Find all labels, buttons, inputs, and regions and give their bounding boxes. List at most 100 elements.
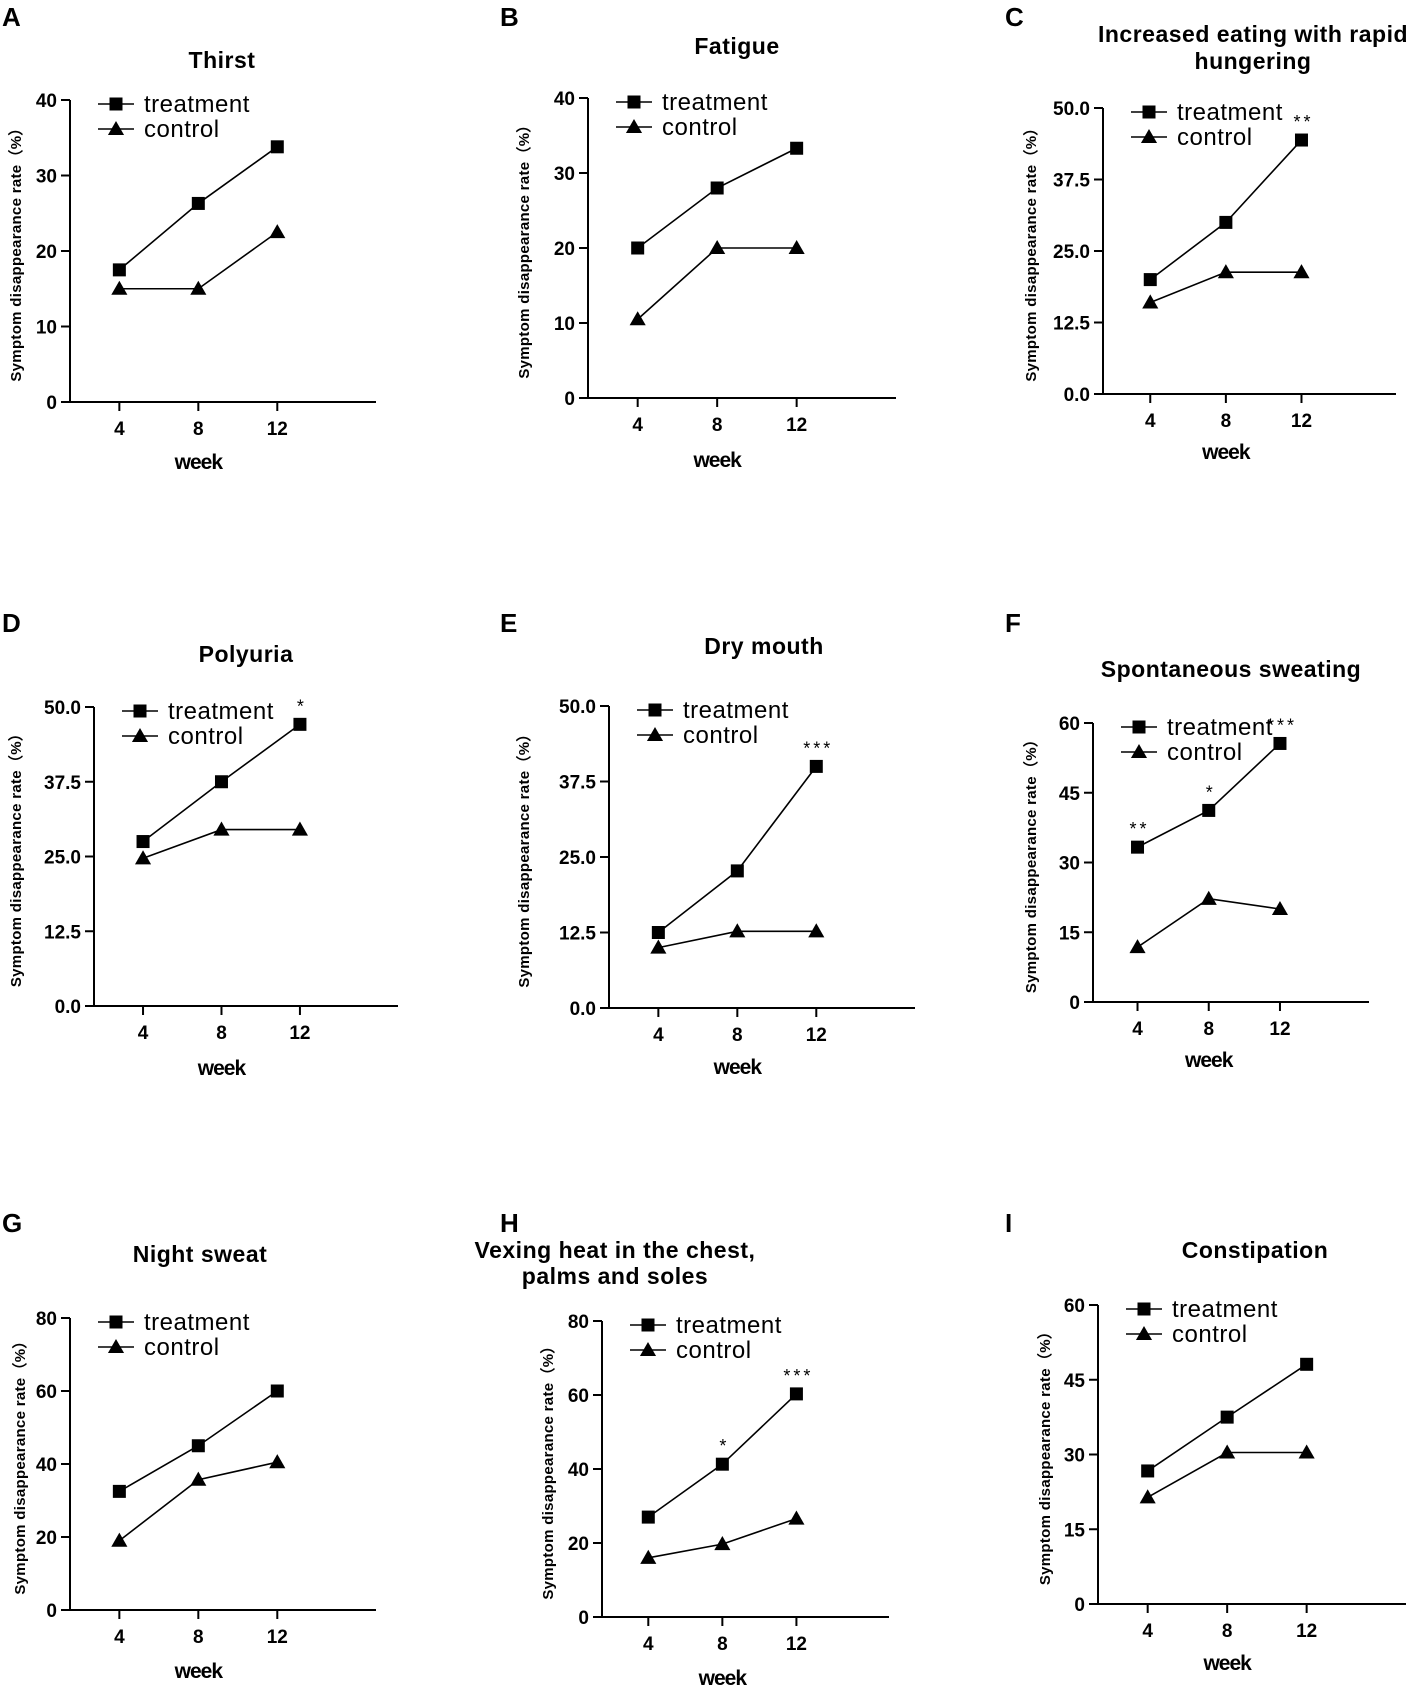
y-tick-label: 40 bbox=[568, 1460, 589, 1481]
chart-title: Thirst bbox=[189, 47, 256, 73]
treatment-line bbox=[1149, 139, 1303, 281]
treatment-point bbox=[641, 1510, 655, 1524]
y-tick-label: 0.0 bbox=[1064, 385, 1090, 406]
legend-control-marker bbox=[639, 1341, 657, 1357]
chart-title: Polyuria bbox=[199, 641, 294, 667]
treatment-point bbox=[809, 759, 823, 773]
x-tick-label: 8 bbox=[193, 419, 204, 440]
y-tick-label: 20 bbox=[36, 242, 57, 263]
legend-treatment-label: treatment bbox=[683, 697, 789, 724]
control-point bbox=[1219, 1444, 1236, 1459]
control-point bbox=[1200, 890, 1217, 905]
x-tick-label: 8 bbox=[717, 1634, 728, 1655]
control-line bbox=[637, 247, 797, 320]
control-point bbox=[640, 1549, 657, 1564]
legend-treatment-marker bbox=[627, 95, 641, 109]
legend-treatment-marker bbox=[133, 704, 147, 718]
y-tick-label: 20 bbox=[568, 1534, 589, 1555]
treatment-point bbox=[270, 140, 284, 154]
x-tick-label: 4 bbox=[114, 1627, 125, 1648]
control-point bbox=[788, 239, 805, 255]
legend-treatment-label: treatment bbox=[676, 1312, 782, 1339]
x-tick-label: 4 bbox=[1145, 411, 1156, 432]
y-tick-label: 30 bbox=[36, 167, 57, 188]
control-point bbox=[269, 224, 286, 239]
treatment-line bbox=[637, 147, 798, 249]
panel-letter: B bbox=[500, 2, 519, 32]
significance-mark: ** bbox=[1293, 112, 1313, 132]
y-tick-label: 15 bbox=[1059, 923, 1081, 944]
chart-title: Night sweat bbox=[133, 1241, 268, 1267]
control-point bbox=[709, 239, 726, 255]
y-axis-label: Symptom disappearance rate（%） bbox=[11, 1333, 29, 1594]
panel-letter: H bbox=[500, 1208, 519, 1238]
panel-a: A Thirst 0 10 20 30 40 4 8 12 week Symptom disappea… bbox=[2, 2, 376, 474]
significance-mark: * bbox=[1206, 782, 1216, 802]
x-axis-label: week bbox=[692, 449, 742, 472]
y-tick-label: 45 bbox=[1064, 1371, 1086, 1392]
x-tick-label: 8 bbox=[193, 1627, 204, 1648]
x-tick-label: 4 bbox=[1142, 1621, 1153, 1642]
control-point bbox=[788, 1510, 805, 1525]
chart-title: Dry mouth bbox=[704, 633, 824, 659]
panel-i: I Constipation 0 15 30 45 60 4 8 12 week Symptom di… bbox=[1005, 1208, 1406, 1675]
y-tick-label: 40 bbox=[36, 1455, 57, 1476]
x-tick-label: 8 bbox=[1221, 411, 1232, 432]
x-axis-label: week bbox=[1184, 1049, 1234, 1072]
significance-mark: ** bbox=[1130, 819, 1150, 839]
y-tick-label: 50.0 bbox=[44, 698, 81, 719]
legend-control-label: control bbox=[1167, 739, 1243, 766]
treatment-point bbox=[1294, 133, 1308, 147]
significance-mark: *** bbox=[783, 1366, 813, 1386]
legend-control-label: control bbox=[144, 1334, 220, 1361]
legend-control-label: control bbox=[662, 114, 738, 141]
panel-g: G Night sweat 0 20 40 60 80 4 8 12 week Symptom dis… bbox=[2, 1208, 376, 1683]
treatment-point bbox=[730, 864, 744, 878]
y-tick-label: 25.0 bbox=[559, 848, 596, 869]
legend-control-label: control bbox=[1177, 124, 1253, 151]
y-tick-label: 15 bbox=[1064, 1520, 1086, 1541]
y-tick-label: 50.0 bbox=[1053, 99, 1090, 120]
x-tick-label: 4 bbox=[114, 419, 125, 440]
x-tick-label: 12 bbox=[267, 419, 288, 440]
control-point bbox=[111, 1532, 128, 1547]
y-tick-label: 12.5 bbox=[559, 924, 596, 945]
y-tick-label: 40 bbox=[554, 89, 575, 110]
treatment-point bbox=[1273, 736, 1287, 750]
legend-control-marker bbox=[646, 726, 664, 742]
chart-title: Fatigue bbox=[694, 33, 779, 59]
y-tick-label: 10 bbox=[36, 318, 57, 339]
legend-treatment-marker bbox=[641, 1318, 655, 1332]
y-tick-label: 0 bbox=[564, 389, 575, 410]
x-tick-label: 4 bbox=[138, 1023, 149, 1044]
legend-control-label: control bbox=[144, 116, 220, 143]
y-tick-label: 50.0 bbox=[559, 697, 596, 718]
y-axis-label: Symptom disappearance rate（%） bbox=[1036, 1324, 1054, 1585]
x-tick-label: 12 bbox=[1269, 1019, 1290, 1040]
x-tick-label: 4 bbox=[1132, 1019, 1143, 1040]
legend-control-marker bbox=[107, 1338, 125, 1354]
panel-letter: D bbox=[2, 608, 21, 638]
y-axis-label: Symptom disappearance rate（%） bbox=[539, 1338, 557, 1599]
chart-title: Vexing heat in the chest, bbox=[475, 1237, 756, 1263]
y-axis-label: Symptom disappearance rate（%） bbox=[515, 117, 533, 378]
control-point bbox=[729, 923, 746, 938]
treatment-point bbox=[1143, 273, 1157, 287]
panel-letter: I bbox=[1005, 1208, 1012, 1238]
panel-letter: F bbox=[1005, 608, 1021, 638]
y-tick-label: 60 bbox=[568, 1386, 589, 1407]
control-line bbox=[1147, 1451, 1307, 1499]
legend-treatment-label: treatment bbox=[662, 89, 768, 116]
legend-treatment-label: treatment bbox=[1172, 1296, 1278, 1323]
treatment-point bbox=[191, 196, 205, 210]
panel-letter: C bbox=[1005, 2, 1024, 32]
legend-treatment-label: treatment bbox=[1177, 99, 1283, 126]
panel-f: F Spontaneous sweating 0 15 30 45 60 4 8 12 week Sy… bbox=[1005, 608, 1369, 1072]
